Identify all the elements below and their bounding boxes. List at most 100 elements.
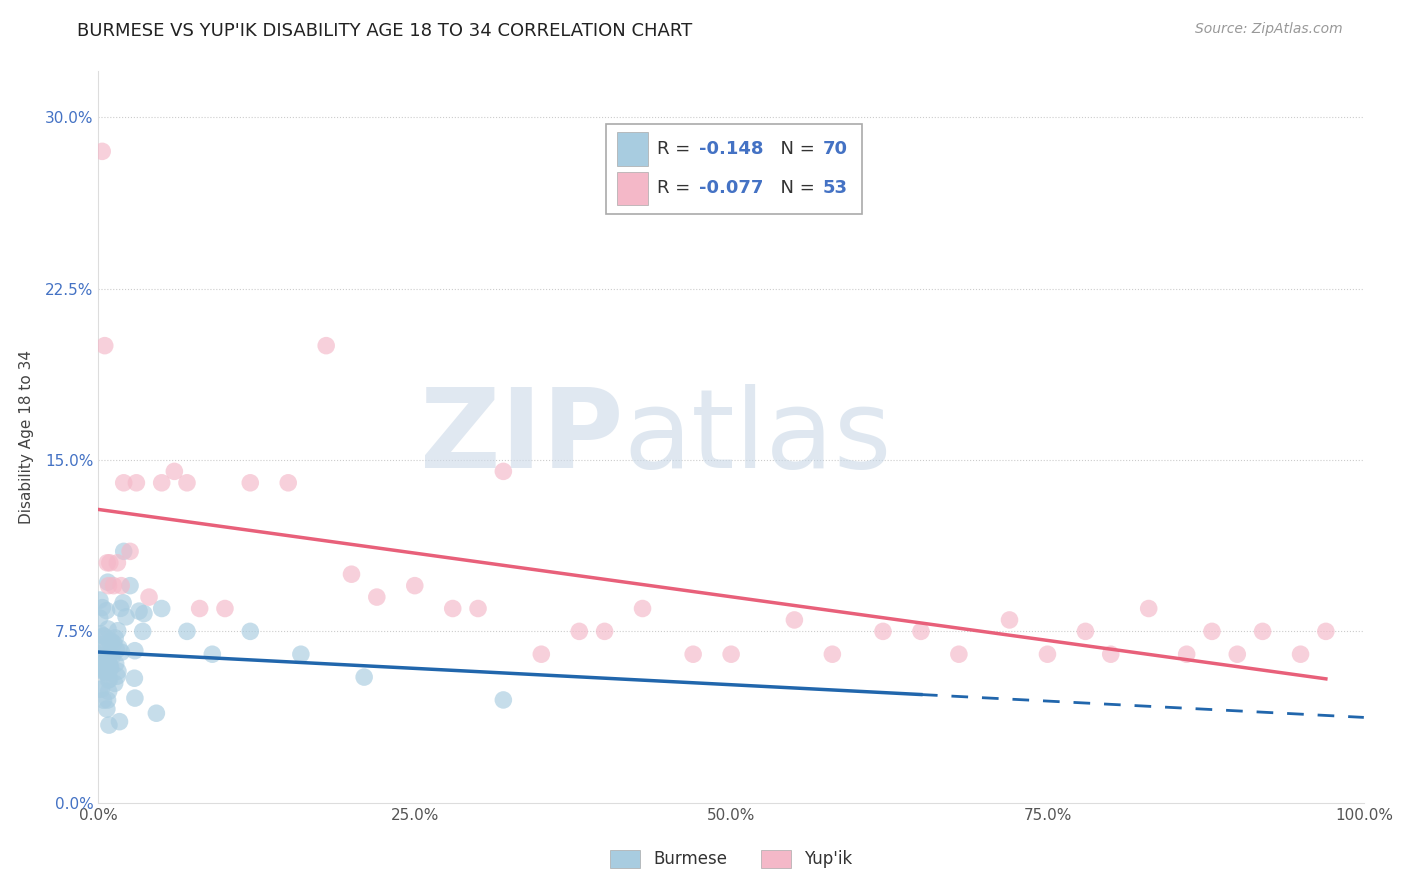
Point <box>1315 624 1337 639</box>
Point <box>1137 601 1160 615</box>
Point <box>176 475 198 490</box>
Point <box>340 567 363 582</box>
Point <box>366 590 388 604</box>
Point <box>1099 647 1122 661</box>
Point <box>97 673 120 687</box>
Point <box>98 635 121 649</box>
Point <box>492 693 515 707</box>
Text: BURMESE VS YUP'IK DISABILITY AGE 18 TO 34 CORRELATION CHART: BURMESE VS YUP'IK DISABILITY AGE 18 TO 3… <box>77 22 693 40</box>
Point <box>277 475 299 490</box>
Legend: Burmese, Yup'ik: Burmese, Yup'ik <box>603 843 859 875</box>
Text: -0.077: -0.077 <box>699 179 763 197</box>
Point <box>96 665 118 679</box>
Point <box>593 624 616 639</box>
Point <box>97 622 120 636</box>
Point <box>94 655 117 669</box>
Point <box>682 647 704 661</box>
Point <box>97 718 120 732</box>
Point <box>104 657 127 671</box>
Point <box>115 610 138 624</box>
Point <box>96 657 118 672</box>
Point <box>467 601 489 615</box>
Point <box>112 475 135 490</box>
Point <box>125 475 148 490</box>
Text: Source: ZipAtlas.com: Source: ZipAtlas.com <box>1195 22 1343 37</box>
Text: -0.148: -0.148 <box>699 140 763 158</box>
Point <box>94 663 117 677</box>
Point <box>90 627 112 641</box>
Point <box>1074 624 1097 639</box>
Point <box>239 624 262 639</box>
Point <box>91 665 114 679</box>
Point <box>150 601 173 615</box>
Point <box>94 665 117 680</box>
Point <box>98 673 121 687</box>
Point <box>720 647 742 661</box>
Point <box>90 681 112 696</box>
Point <box>101 649 124 664</box>
Text: R =: R = <box>657 140 696 158</box>
Point <box>1289 647 1312 661</box>
Point <box>188 601 211 615</box>
Point <box>96 604 118 618</box>
Point <box>97 653 120 667</box>
Point <box>239 475 262 490</box>
Point <box>108 640 131 655</box>
Point <box>107 556 129 570</box>
Point <box>631 601 654 615</box>
Point <box>103 579 125 593</box>
Point <box>90 638 112 652</box>
Point <box>145 706 167 721</box>
Point <box>100 660 122 674</box>
Point <box>96 693 118 707</box>
Point <box>124 691 146 706</box>
Point <box>104 631 127 645</box>
Point <box>89 647 111 661</box>
Text: atlas: atlas <box>623 384 891 491</box>
Y-axis label: Disability Age 18 to 34: Disability Age 18 to 34 <box>18 350 34 524</box>
Point <box>105 669 128 683</box>
Point <box>112 544 135 558</box>
Point <box>93 693 115 707</box>
Point <box>353 670 375 684</box>
Point <box>107 624 129 638</box>
Point <box>108 714 131 729</box>
Point <box>1226 647 1249 661</box>
Point <box>94 654 117 668</box>
Text: ZIP: ZIP <box>420 384 623 491</box>
Point <box>110 579 132 593</box>
Point <box>105 643 128 657</box>
Point <box>98 663 121 677</box>
Point <box>150 475 173 490</box>
Text: 70: 70 <box>823 140 848 158</box>
Point <box>120 579 141 593</box>
Point <box>107 664 129 678</box>
Point <box>97 684 120 698</box>
Point <box>93 629 115 643</box>
Point <box>214 601 236 615</box>
Point <box>96 639 118 653</box>
Point <box>910 624 932 639</box>
Point <box>138 590 160 604</box>
Point <box>110 645 132 659</box>
Text: R =: R = <box>657 179 696 197</box>
Point <box>97 579 120 593</box>
Text: 53: 53 <box>823 179 848 197</box>
Point <box>120 544 141 558</box>
Point <box>93 338 117 352</box>
Point <box>441 601 464 615</box>
Point <box>128 604 150 618</box>
Point <box>89 648 111 663</box>
Point <box>163 464 186 478</box>
Point <box>98 659 121 673</box>
Point <box>89 682 111 697</box>
Point <box>91 662 114 676</box>
Point <box>132 624 155 639</box>
Point <box>568 624 591 639</box>
Point <box>124 643 146 657</box>
Point <box>1201 624 1223 639</box>
Point <box>89 593 111 607</box>
Point <box>1036 647 1059 661</box>
Point <box>1251 624 1274 639</box>
Point <box>201 647 224 661</box>
